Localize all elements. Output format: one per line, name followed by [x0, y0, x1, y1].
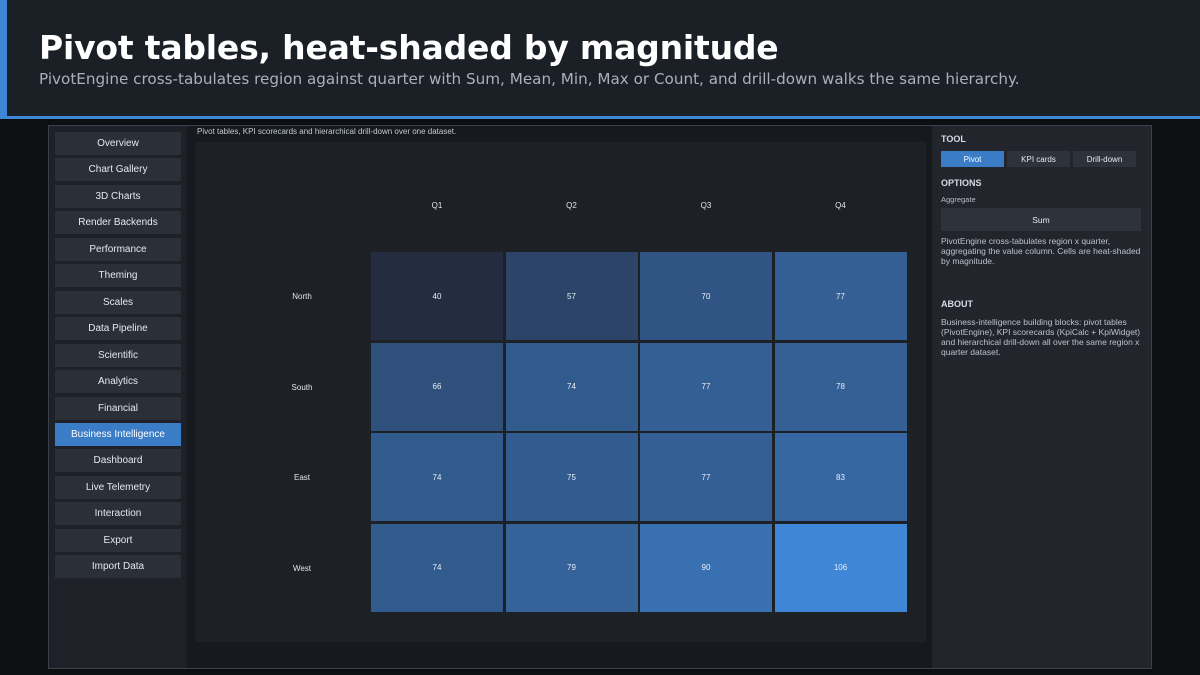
pivot-cell[interactable]: 79	[505, 523, 638, 612]
sidebar-item-dashboard[interactable]: Dashboard	[55, 449, 181, 473]
sidebar-item-financial[interactable]: Financial	[55, 396, 181, 420]
pivot-cell[interactable]: 40	[371, 252, 503, 340]
pivot-cell[interactable]: 77	[640, 342, 772, 431]
banner-divider	[0, 116, 1200, 119]
column-header-q3: Q3	[700, 201, 712, 210]
tool-section-title: TOOL	[941, 134, 966, 144]
pivot-cell[interactable]: 75	[505, 433, 638, 521]
page-title: Pivot tables, heat-shaded by magnitude	[39, 28, 779, 67]
sidebar-item-overview[interactable]: Overview	[55, 132, 181, 155]
column-header-q2: Q2	[566, 201, 577, 210]
sidebar-item-live-telemetry[interactable]: Live Telemetry	[55, 475, 181, 499]
main-content: Pivot tables, KPI scorecards and hierarc…	[187, 126, 932, 668]
options-section-title: OPTIONS	[941, 178, 982, 188]
tool-description: PivotEngine cross-tabulates region x qua…	[941, 236, 1141, 266]
banner-accent-bar	[0, 0, 7, 118]
row-header-south: South	[291, 382, 313, 392]
pivot-cell[interactable]: 77	[774, 252, 907, 340]
pivot-cell[interactable]: 57	[505, 252, 638, 340]
row-header-north: North	[292, 292, 312, 301]
column-header-q4: Q4	[835, 201, 846, 210]
sidebar-item-scientific[interactable]: Scientific	[55, 343, 181, 367]
pivot-cell[interactable]: 90	[640, 523, 772, 612]
pivot-cell[interactable]: 74	[371, 523, 503, 612]
sidebar-item-render-backends[interactable]: Render Backends	[55, 211, 181, 235]
pivot-cell[interactable]: 70	[640, 252, 772, 340]
pivot-cell[interactable]: 74	[505, 342, 638, 431]
sidebar-item-analytics[interactable]: Analytics	[55, 370, 181, 394]
page-subtitle: PivotEngine cross-tabulates region again…	[39, 70, 1020, 88]
aggregate-select[interactable]: Sum	[941, 208, 1141, 231]
app-window: Overview Chart Gallery 3D Charts Render Bac…	[48, 125, 1152, 669]
pivot-cell[interactable]: 106	[774, 523, 907, 612]
sidebar-item-scales[interactable]: Scales	[55, 290, 181, 314]
tool-button-drill-down[interactable]: Drill-down	[1073, 151, 1136, 167]
tool-button-kpi-cards[interactable]: KPI cards	[1007, 151, 1070, 167]
section-caption: Pivot tables, KPI scorecards and hierarc…	[197, 127, 457, 136]
sidebar-item-chart-gallery[interactable]: Chart Gallery	[55, 158, 181, 182]
sidebar-item-data-pipeline[interactable]: Data Pipeline	[55, 317, 181, 341]
sidebar-item-business-intelligence[interactable]: Business Intelligence	[55, 422, 181, 446]
header-banner: Pivot tables, heat-shaded by magnitude P…	[0, 0, 1200, 119]
pivot-cell[interactable]: 83	[774, 433, 907, 521]
row-header-west: West	[292, 563, 312, 573]
pivot-cell[interactable]: 66	[371, 342, 503, 431]
right-panel: TOOL Pivot KPI cards Drill-down OPTIONS Ag…	[932, 126, 1151, 668]
column-header-q1: Q1	[431, 201, 443, 210]
sidebar-item-performance[interactable]: Performance	[55, 237, 181, 261]
sidebar-item-import-data[interactable]: Import Data	[55, 555, 181, 579]
pivot-cell[interactable]: 74	[371, 433, 503, 521]
pivot-table: Q1 Q2 Q3 Q4 North 40 57 70 77 South 66 74 77 78 East 74…	[195, 142, 926, 642]
about-section-title: ABOUT	[941, 299, 973, 309]
pivot-cell[interactable]: 77	[640, 433, 772, 521]
sidebar-item-3d-charts[interactable]: 3D Charts	[55, 184, 181, 208]
pivot-cell[interactable]: 78	[774, 342, 907, 431]
tool-button-pivot[interactable]: Pivot	[941, 151, 1004, 167]
row-header-east: East	[293, 473, 310, 482]
sidebar-item-theming[interactable]: Theming	[55, 264, 181, 288]
aggregate-label: Aggregate	[941, 195, 976, 204]
about-text: Business-intelligence building blocks: p…	[941, 317, 1141, 357]
sidebar-nav: Overview Chart Gallery 3D Charts Render Bac…	[49, 126, 187, 668]
sidebar-item-interaction[interactable]: Interaction	[55, 502, 181, 526]
sidebar-item-export[interactable]: Export	[55, 528, 181, 552]
